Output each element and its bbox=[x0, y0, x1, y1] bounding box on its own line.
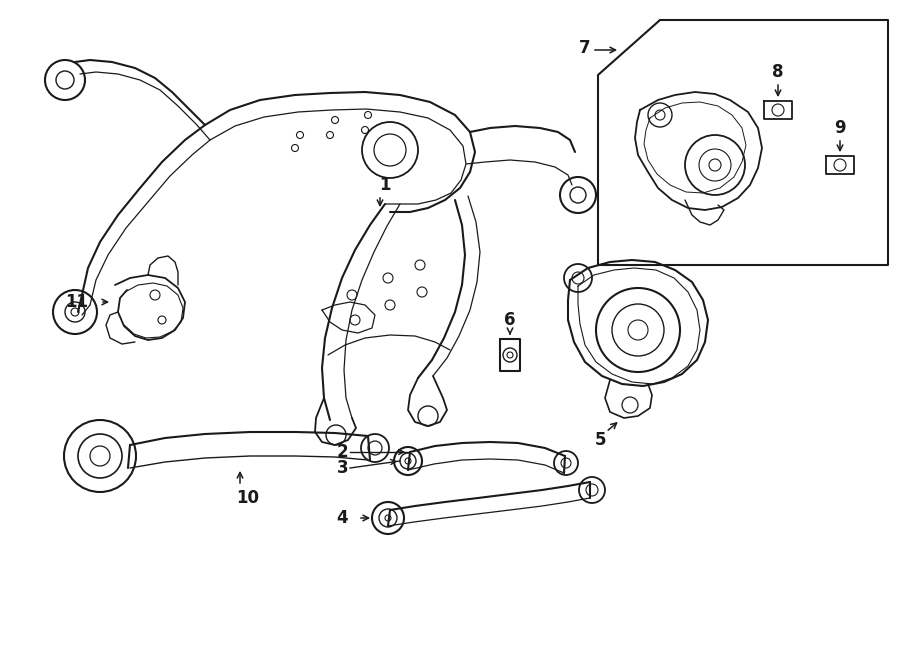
Text: 4: 4 bbox=[337, 509, 348, 527]
Text: 6: 6 bbox=[504, 311, 516, 329]
Text: 3: 3 bbox=[337, 459, 348, 477]
Text: 8: 8 bbox=[772, 63, 784, 81]
Text: 5: 5 bbox=[594, 431, 606, 449]
Text: 2: 2 bbox=[337, 443, 348, 461]
Text: 7: 7 bbox=[579, 39, 590, 57]
Text: 1: 1 bbox=[379, 176, 391, 194]
Text: 9: 9 bbox=[834, 119, 846, 137]
Text: 10: 10 bbox=[237, 489, 259, 507]
Text: 11: 11 bbox=[65, 293, 88, 311]
